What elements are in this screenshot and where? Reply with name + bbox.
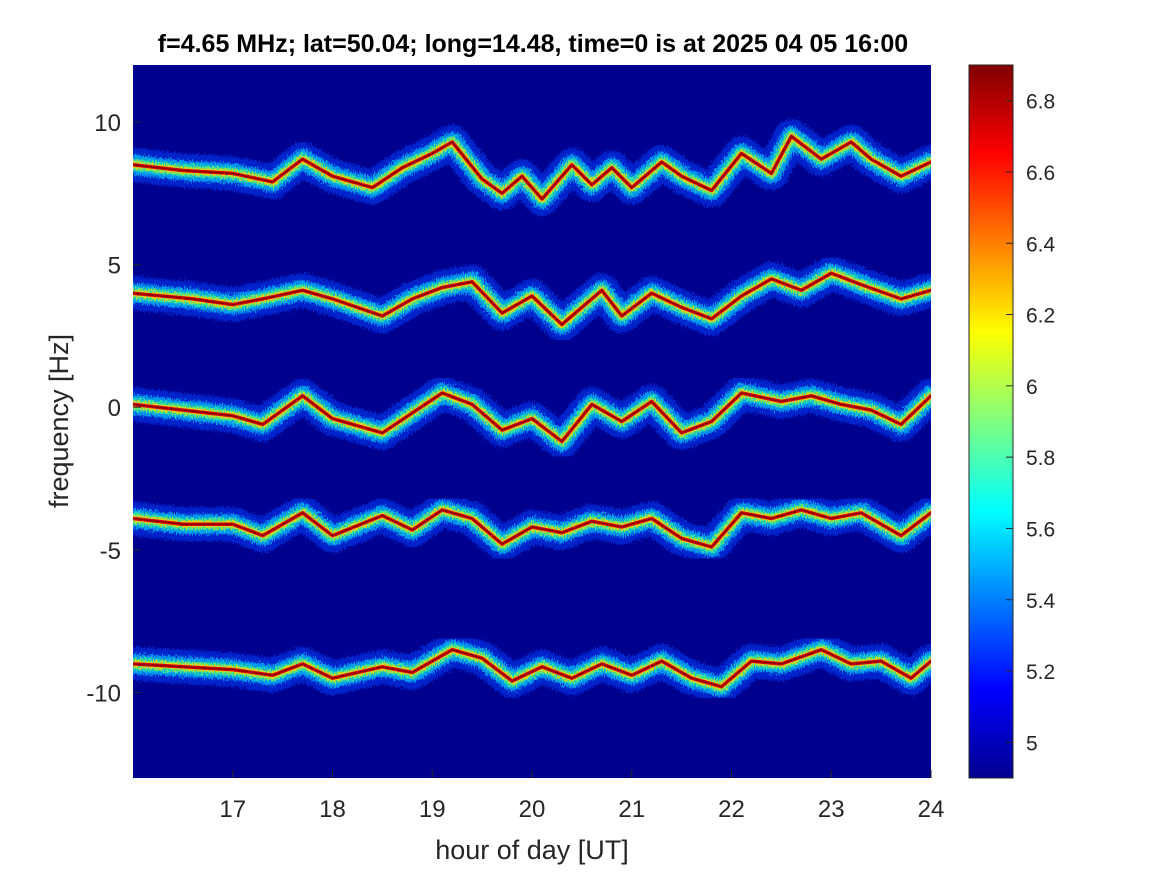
colorbar-gradient: [968, 64, 1014, 779]
trace-1: [133, 256, 931, 342]
trace-3: [133, 492, 931, 564]
x-tick-label: 24: [918, 796, 945, 823]
x-tick-label: 17: [219, 796, 246, 823]
colorbar-tick-label: 5: [1026, 732, 1038, 755]
y-tick-label: -10: [86, 680, 121, 707]
colorbar-tick-label: 5.4: [1026, 590, 1056, 613]
plot-area: [133, 65, 931, 778]
colorbar-tick-label: 5.8: [1026, 447, 1055, 470]
x-tick-label: 19: [419, 796, 446, 823]
y-tick-label: -5: [100, 538, 121, 565]
colorbar-tick-label: 5.2: [1026, 661, 1055, 684]
trace-2-layer-5: [133, 392, 931, 443]
trace-4-layer-5: [133, 648, 931, 688]
y-tick-label: 5: [108, 253, 121, 280]
x-tick-label: 22: [718, 796, 745, 823]
colorbar-tick-label: 6.2: [1026, 305, 1055, 328]
trace-0-layer-5: [133, 135, 931, 200]
colorbar-ticks: 5 5.2 5.4 5.6 5.8 6 6.2 6.4 6.6 6.8: [1006, 91, 1056, 755]
trace-0: [133, 119, 931, 216]
x-tick-label: 21: [618, 796, 645, 823]
y-axis: -10 -5 0 5 10: [86, 110, 141, 707]
x-axis-label: hour of day [UT]: [435, 835, 629, 865]
trace-4: [133, 632, 931, 704]
y-tick-label: 0: [108, 395, 121, 422]
colorbar-tick-label: 6.8: [1026, 91, 1055, 114]
colorbar: 5 5.2 5.4 5.6 5.8 6 6.2 6.4 6.6 6.8: [968, 64, 1056, 779]
y-axis-label: frequency [Hz]: [44, 334, 74, 508]
y-tick-label: 10: [94, 110, 121, 137]
trace-1-layer-5: [133, 272, 931, 326]
colorbar-tick-label: 6: [1026, 376, 1038, 399]
x-tick-label: 18: [319, 796, 346, 823]
chart-title: f=4.65 MHz; lat=50.04; long=14.48, time=…: [158, 30, 908, 58]
x-axis: 17 18 19 20 21 22 23 24: [219, 770, 944, 823]
x-tick-label: 20: [519, 796, 546, 823]
x-tick-label: 23: [818, 796, 845, 823]
trace-3-layer-5: [133, 509, 931, 548]
colorbar-tick-label: 5.6: [1026, 518, 1055, 541]
colorbar-tick-label: 6.4: [1026, 233, 1056, 256]
colorbar-tick-label: 6.6: [1026, 162, 1055, 185]
trace-2: [133, 376, 931, 459]
spectral-traces: [133, 119, 931, 704]
